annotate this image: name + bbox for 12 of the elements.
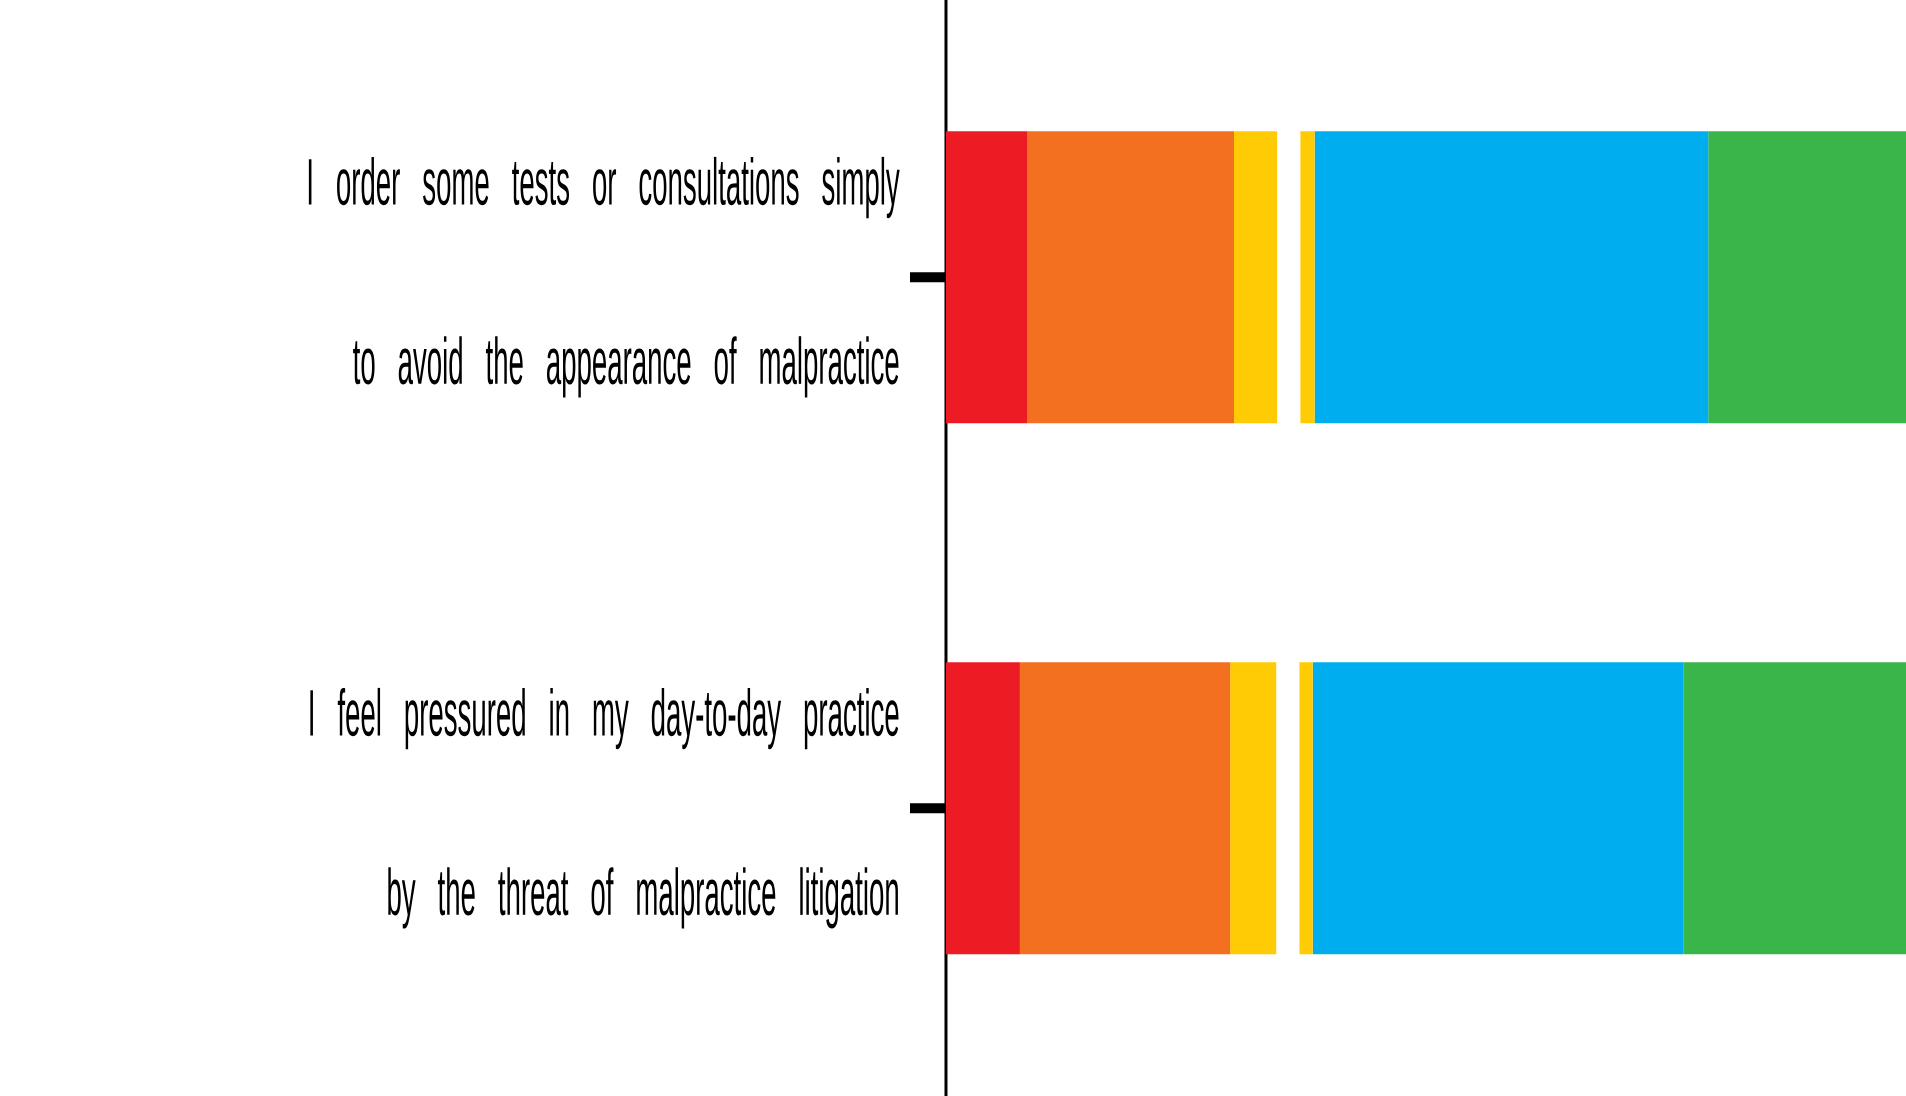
bar [1019,662,1231,955]
bar [1314,131,1709,424]
bar [1300,131,1315,424]
category-label: I feel pressured in my day-to-day practice by the threat of malpractice litigation [310,687,899,929]
bar [1708,131,1906,424]
category-label: I order some tests or consultations simply to avoid the appearance of malpractice [308,156,900,398]
bar [1233,131,1278,424]
bar [1312,662,1684,955]
bar [1299,662,1313,955]
bar [1027,131,1234,424]
bar [1683,662,1906,955]
bar [1230,662,1277,955]
